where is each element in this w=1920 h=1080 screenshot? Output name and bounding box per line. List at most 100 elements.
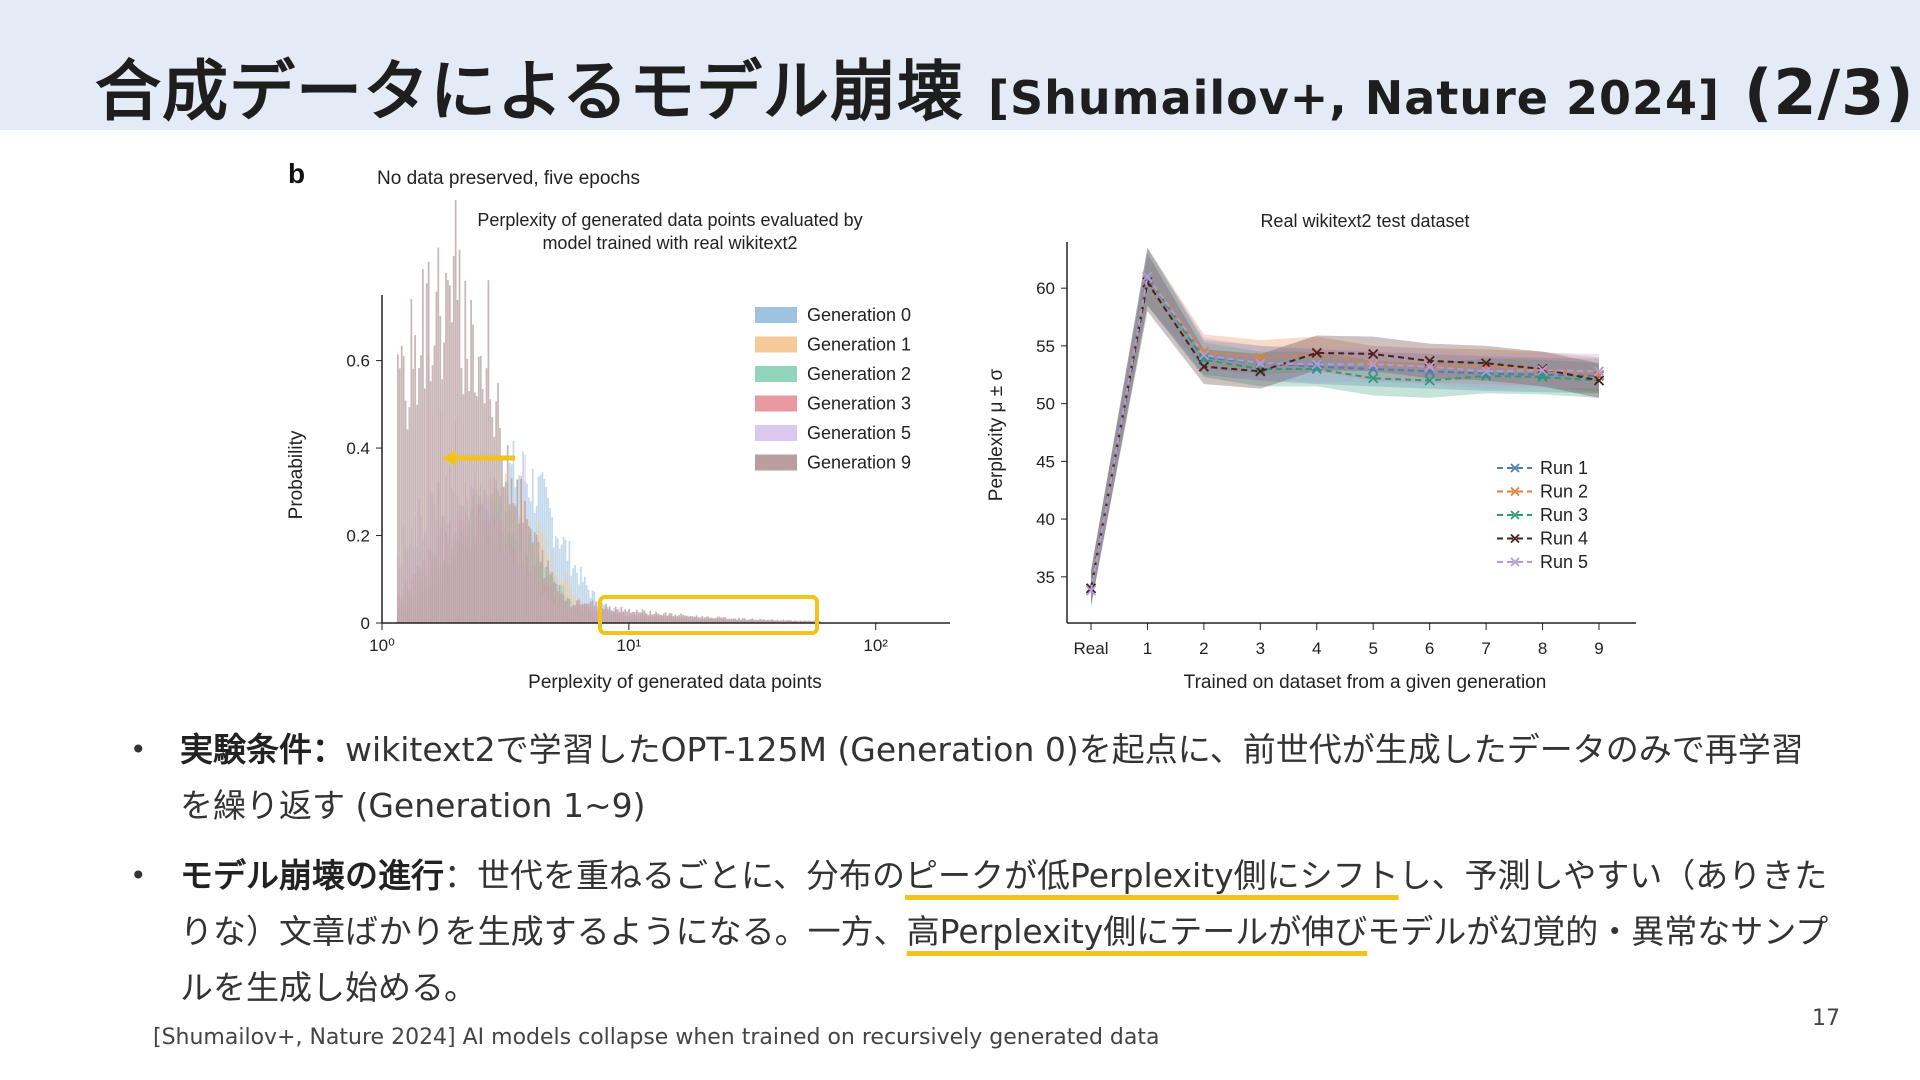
hist-bar [422,269,424,623]
hist-bar [574,565,577,623]
hist-bar [603,609,605,623]
hist-bar [508,504,511,623]
hist-bar [404,400,407,623]
line-point [1311,347,1322,358]
title-bar [0,0,1920,130]
hist-bar [701,615,704,623]
hist-bar [668,612,671,623]
hist-bar [624,608,627,623]
hist-bar [666,615,669,623]
line-chart: Real wikitext2 test dataset 354045505560… [986,211,1636,693]
line-point [1311,359,1322,370]
hist-bar [429,381,432,623]
hist-bar [510,478,513,623]
hist-bar [414,335,417,623]
hist-bar [632,611,634,623]
line-series-group [1085,271,1605,596]
hist-bar [560,593,563,623]
hist-bar [626,611,629,623]
hist-bar [643,610,646,623]
hist-bar [657,613,659,623]
line-ytick-label: 40 [1036,510,1055,529]
hist-bar [541,549,544,623]
hist-bar [551,572,553,623]
hist-bar [545,566,548,623]
hist-bar [743,618,746,623]
hist-series [396,354,821,623]
hist-bar [724,617,727,623]
line-xtick-label: 2 [1199,639,1208,658]
line-xtick-label: 7 [1481,639,1490,658]
hist-bar [518,523,521,623]
hist-bar [562,537,565,623]
hist-bar [477,356,480,623]
hist-x-ticks: 10⁰ 10¹ 10² [369,623,888,655]
hist-ylabel: Probability [286,430,307,519]
hist-bar [595,601,598,623]
hist-bar [566,598,569,623]
hist-bar [795,620,798,623]
hist-bar [483,403,486,623]
line-point [1198,361,1210,372]
title-main: 合成データによるモデル崩壊 [95,53,965,130]
hist-bar [468,391,471,623]
hist-bar [410,298,413,623]
hist-bar [759,618,761,623]
hist-bar [572,568,575,623]
line-path [1090,274,1600,589]
hist-bar [524,500,526,623]
hist-ytick-label: 0 [361,614,370,633]
line-point [1424,375,1435,386]
hist-series [396,490,821,623]
line-x-ticks: Real 1 2 3 4 5 6 7 8 9 [1074,623,1604,658]
hist-bar [728,618,731,623]
hist-bar [786,620,788,623]
hist-bar [618,612,621,623]
hist-bar [528,526,530,623]
line-xtick-label: 6 [1425,639,1434,658]
hist-bar [605,603,607,623]
hist-bar [495,401,497,623]
hist-bar [722,617,725,623]
hist-bar [641,609,644,623]
line-point [1480,370,1492,382]
hist-bar [637,612,640,623]
hist-bar [489,399,492,623]
hist-bar [811,621,814,623]
hist-bar [682,614,684,623]
hist-bar [614,606,617,623]
bullet-text: wikitext2で学習したOPT-125M (Generation 0)を起点… [180,730,1804,825]
hist-bar [714,617,717,623]
hist-series [396,475,821,623]
bullet-text: し、予測しやすい（ありきたりな）文章ばかりを生成するようになる。一方、 [180,856,1828,951]
hist-bar [639,612,642,623]
hist-bar [749,619,752,623]
line-point [1255,366,1266,377]
line-band [1091,247,1599,606]
hist-bar [572,605,575,623]
hist-bar [516,479,519,623]
hist-bar [581,604,584,623]
hist-bar [713,618,715,623]
hist-legend-label: Generation 2 [807,364,911,384]
hist-bar [583,576,586,623]
bullet-item: • 実験条件：wikitext2で学習したOPT-125M (Generatio… [130,722,1830,834]
hist-bar [662,613,665,623]
line-y-ticks: 35 40 45 50 55 60 [1036,279,1067,587]
line-point [1480,358,1492,369]
hist-bar [711,617,713,623]
line-point [1255,358,1266,369]
hist-bar [709,617,711,623]
hist-bar [568,598,571,623]
hist-bar [670,613,673,623]
bullet-text: モデルが幻覚的・異常なサンプルを生成し始める。 [180,912,1829,1007]
tail-highlight-box [598,595,819,635]
hist-bar [464,280,467,623]
hist-bar [481,389,484,623]
hist-bar [466,358,469,623]
hist-bar [655,611,657,623]
hist-bar [788,620,790,623]
hist-bar [576,572,578,623]
hist-bar [707,616,709,623]
hist-bar [437,247,440,623]
